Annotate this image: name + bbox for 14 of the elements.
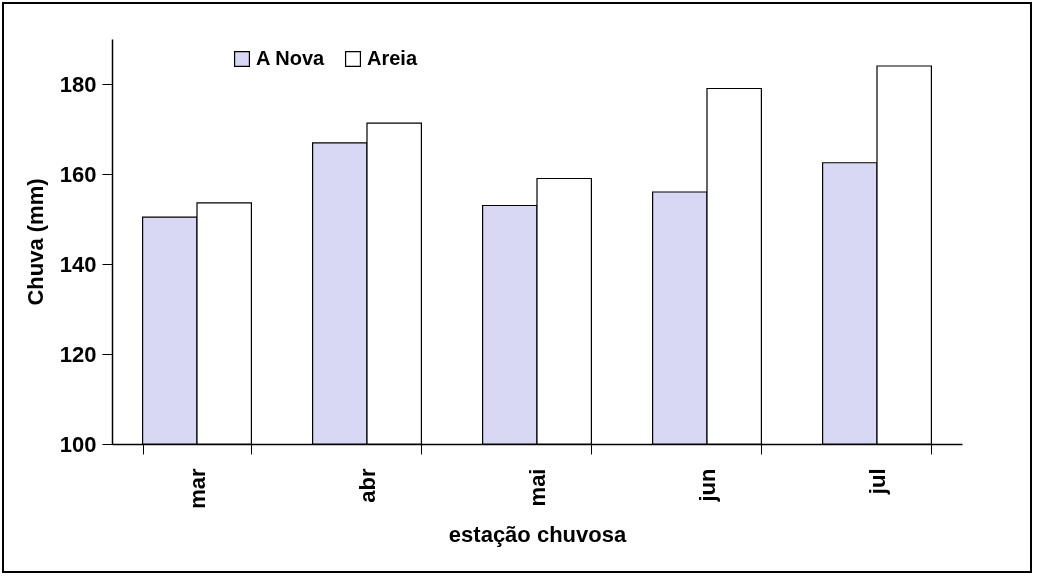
y-tick-label: 120 bbox=[59, 341, 97, 367]
y-tick-label: 180 bbox=[59, 71, 97, 97]
legend-label: A Nova bbox=[256, 47, 326, 69]
y-tick-label: 160 bbox=[59, 161, 97, 187]
x-tick-label: mai bbox=[524, 468, 550, 507]
legend-label: Areia bbox=[367, 47, 418, 69]
x-tick-label: jun bbox=[694, 468, 720, 503]
y-tick-label: 140 bbox=[59, 251, 97, 277]
y-axis-title: Chuva (mm) bbox=[22, 178, 48, 306]
y-tick-label: 100 bbox=[59, 431, 97, 457]
x-axis-title: estação chuvosa bbox=[448, 521, 627, 547]
x-tick-label: mar bbox=[184, 468, 210, 509]
x-tick-label: jul bbox=[864, 468, 890, 496]
x-tick-label: abr bbox=[354, 468, 380, 503]
